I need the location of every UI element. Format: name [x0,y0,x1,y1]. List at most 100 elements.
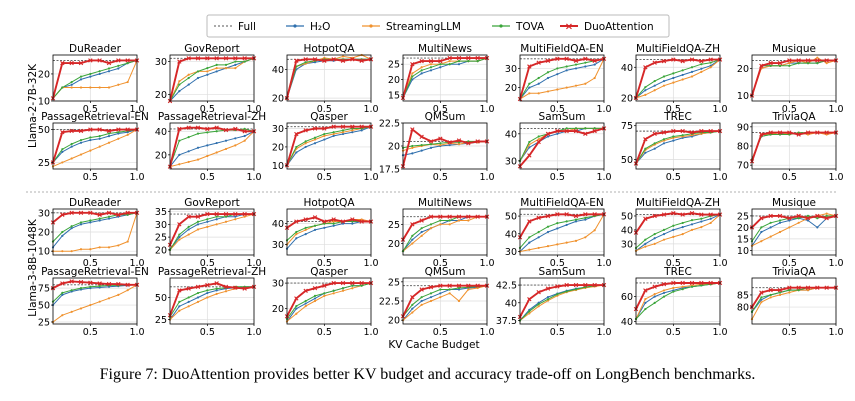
series-tova-point [690,285,694,288]
series-streaming-point [528,312,531,315]
x-tick-label: 0.5 [550,172,565,183]
panel-frame [635,277,721,325]
series-tova-line [286,58,371,99]
series-h2o-point [653,147,656,150]
panel-title: PassageRetrieval-EN [41,111,149,123]
series-duo-point [643,65,648,70]
series-h2o-point [528,146,531,149]
series-tova-point [351,220,354,223]
series-duo-point [88,210,93,216]
series-tova-point [476,60,479,63]
panel-title: MultiNews [418,197,472,209]
x-tick-label: 0.5 [666,258,681,269]
panel-frame [519,277,605,325]
series-streaming-point [653,242,656,245]
series-tova-point [304,226,307,229]
series-tova-point [313,224,317,227]
panel-multifieldqa-zh-r1: MultiFieldQA-ZH 20 40 0.5 1.0 [621,43,728,115]
series-streaming-point [537,92,540,95]
series-duo-point [223,56,229,61]
series-streaming-point [690,75,694,78]
series-tova-point [672,224,675,227]
series-streaming-point [769,235,772,238]
series-h2o-point [556,132,559,135]
series-streaming-point [234,218,237,221]
series-tova-point [61,86,64,89]
series-tova-line [169,213,254,251]
series-duo-line [169,213,254,246]
y-tick-label: 90 [737,122,749,133]
series-tova-point [187,136,190,139]
series-tova-point [206,131,209,134]
series-duo-point [573,213,579,219]
panel-hotpotqa-r1: HotpotQA 20 40 0.5 1.0 [272,43,379,115]
series-tova-point [215,63,218,66]
series-h2o-point [681,73,684,77]
series-duo-point [116,127,121,132]
series-tova-point [448,219,451,222]
series-streaming-point [178,80,181,83]
series-duo-point [777,130,783,135]
series-streaming-point [70,250,73,253]
panel-title: DuReader [69,43,122,55]
series-tova-line [169,128,255,167]
series-streaming-point [196,158,200,161]
series-streaming-line [286,126,372,166]
series-duo-point [527,219,532,224]
series-h2o-point [574,67,578,70]
series-tova-point [224,63,228,66]
series-streaming-point [574,84,578,87]
series-duo-point [573,282,579,288]
series-h2o-point [528,241,531,244]
series-streaming-point [537,138,540,141]
x-tick-label: 1.0 [129,172,144,183]
series-streaming-point [224,67,228,70]
legend-tova-marker [499,24,503,28]
series-h2o-point [107,217,111,220]
panel-frame [402,208,488,256]
panel-passageretrieval-zh-r2: PassageRetrieval-ZH 20 40 0.5 1.0 [155,111,266,183]
x-tick-label: 1.0 [479,172,494,183]
x-tick-label: 0.5 [782,104,797,115]
series-streaming-line [52,60,138,99]
series-streaming-point [537,246,540,250]
series-tova-point [662,75,666,78]
series-tova-line [402,285,488,317]
series-h2o-point [411,307,414,310]
series-h2o-point [681,226,684,229]
series-duo-point [223,284,229,290]
series-streaming-point [224,147,228,151]
panel-musique-r1: Musique 10 20 0.5 1.0 [737,43,844,115]
series-duo-point [652,60,657,65]
series-tova-point [760,296,763,299]
series-h2o-point [662,142,666,145]
series-streaming-point [126,289,129,292]
series-tova-line [519,284,605,321]
x-tick-label: 0.5 [433,327,448,338]
x-tick-label: 0.5 [550,258,565,269]
series-streaming-point [681,232,684,236]
series-duo-point [303,128,308,133]
series-duo-point [475,55,480,61]
series-duo-point [340,280,346,286]
series-duo-line [635,282,720,310]
x-tick-label: 1.0 [479,104,494,115]
panel-title: MultiFieldQA-EN [520,197,603,209]
series-streaming-point [457,219,461,222]
series-streaming-point [98,145,101,148]
series-duo-point [419,134,424,139]
series-tova-point [70,289,73,292]
series-h2o-point [420,299,423,303]
series-duo-point [410,294,415,300]
series-streaming-line [286,54,372,99]
series-h2o-point [644,89,647,92]
series-duo-point [410,62,415,67]
series-duo-point [652,131,657,137]
series-duo-point [195,56,201,61]
series-tova-point [196,70,200,73]
series-duo-line [635,212,720,234]
series-h2o-point [178,153,181,156]
y-tick-label: 70 [737,161,749,172]
panel-frame [751,54,837,102]
